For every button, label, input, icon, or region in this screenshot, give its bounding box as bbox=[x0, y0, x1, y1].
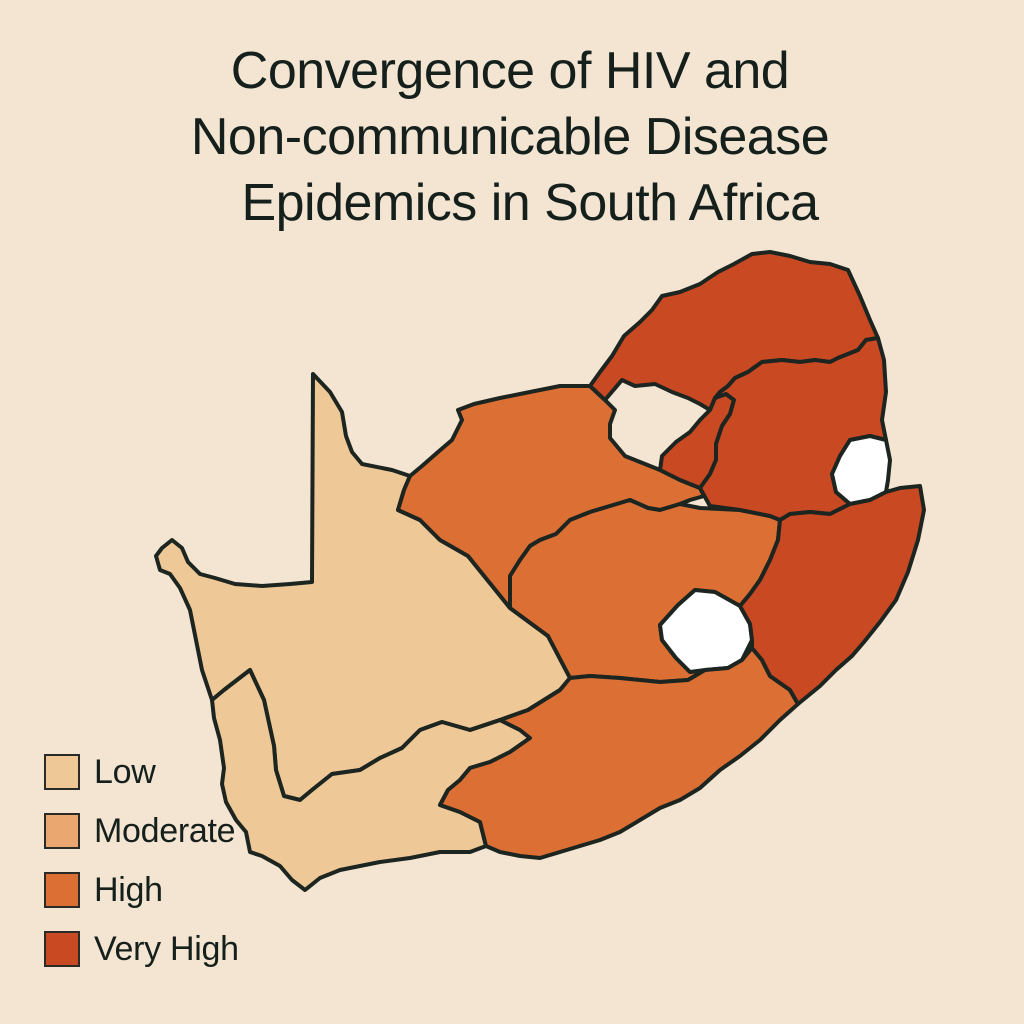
legend-label-high: High bbox=[94, 870, 163, 909]
map-title: Convergence of HIV and Non-communicable … bbox=[90, 38, 930, 236]
legend-item-low: Low bbox=[44, 752, 344, 792]
legend-label-very-high: Very High bbox=[94, 929, 239, 968]
legend-swatch-moderate bbox=[44, 813, 80, 849]
title-line-3: Epidemics in South Africa bbox=[241, 174, 819, 232]
legend-item-high: High bbox=[44, 870, 344, 910]
map-legend: Low Moderate High Very High bbox=[44, 752, 344, 988]
region-kwazulu-natal[interactable] bbox=[738, 484, 926, 706]
legend-swatch-high bbox=[44, 872, 80, 908]
legend-item-very-high: Very High bbox=[44, 929, 344, 969]
legend-item-moderate: Moderate bbox=[44, 811, 344, 851]
region-eastern-cape[interactable] bbox=[438, 646, 800, 860]
legend-swatch-very-high bbox=[44, 931, 80, 967]
legend-swatch-low bbox=[44, 754, 80, 790]
enclave-lesotho bbox=[658, 588, 754, 674]
legend-label-moderate: Moderate bbox=[94, 811, 236, 850]
legend-label-low: Low bbox=[94, 752, 156, 791]
title-line-2: Non-communicable Disease bbox=[190, 108, 830, 166]
title-line-1: Convergence of HIV and bbox=[230, 42, 790, 100]
